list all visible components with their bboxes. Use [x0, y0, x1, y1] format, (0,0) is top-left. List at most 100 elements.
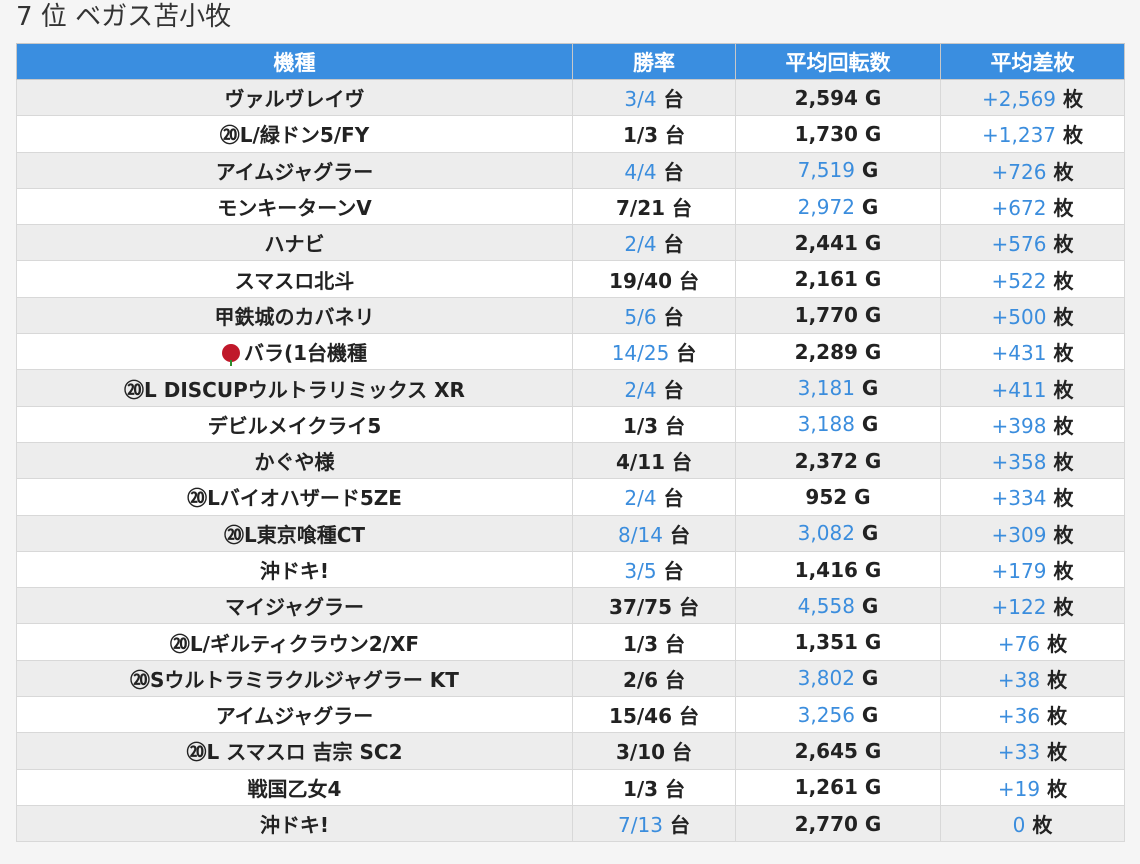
unit-label: 台 — [663, 87, 684, 112]
avg-spins-value: 2,770 — [794, 811, 858, 836]
table-row[interactable]: デビルメイクライ5 1/3 台 3,188 G +398 枚 — [16, 405, 1125, 443]
unit-label: 枚 — [1053, 268, 1074, 293]
avg-diff-value: +38 — [997, 667, 1041, 692]
model-name: バラ(1台機種 — [243, 341, 368, 366]
avg-diff-cell: +33 枚 — [940, 732, 1125, 770]
unit-label: 台 — [676, 341, 697, 366]
win-rate-cell: 3/10 台 — [572, 732, 736, 770]
avg-spins-value: 1,261 — [794, 775, 858, 800]
avg-diff-value: +2,569 — [982, 87, 1057, 112]
model-name: ⑳L東京喰種CT — [223, 522, 366, 547]
model-cell[interactable]: ⑳L スマスロ 吉宗 SC2 — [16, 732, 573, 770]
model-cell[interactable]: ⑳L東京喰種CT — [16, 514, 573, 552]
model-cell[interactable]: 沖ドキ! — [16, 804, 573, 843]
column-header-model[interactable]: 機種 — [16, 43, 573, 80]
table-row[interactable]: スマスロ北斗 19/40 台 2,161 G +522 枚 — [16, 260, 1125, 298]
table-row[interactable]: かぐや様 4/11 台 2,372 G +358 枚 — [16, 441, 1125, 480]
table-row[interactable]: ハナビ 2/4 台 2,441 G +576 枚 — [16, 224, 1125, 262]
model-cell[interactable]: ⑳L/ギルティクラウン2/XF — [16, 623, 573, 661]
table-row[interactable]: バラ(1台機種 14/25 台 2,289 G +431 枚 — [16, 333, 1125, 371]
table-row[interactable]: ⑳L/ギルティクラウン2/XF 1/3 台 1,351 G +76 枚 — [16, 623, 1125, 661]
column-header-avg-diff[interactable]: 平均差枚 — [940, 43, 1125, 80]
table-row[interactable]: ⑳Lバイオハザード5ZE 2/4 台 952 G +334 枚 — [16, 478, 1125, 516]
model-cell[interactable]: モンキーターンV — [16, 187, 573, 226]
unit-label: 台 — [665, 413, 686, 438]
win-rate-cell: 1/3 台 — [572, 115, 736, 153]
win-rate-value: 14/25 — [611, 341, 670, 366]
model-name: ⑳L DISCUPウルトラリミックス XR — [124, 377, 465, 402]
table-row[interactable]: マイジャグラー 37/75 台 4,558 G +122 枚 — [16, 587, 1125, 625]
model-cell[interactable]: アイムジャグラー — [16, 696, 573, 734]
unit-label: 枚 — [1053, 559, 1074, 583]
table-row[interactable]: ⑳L/緑ドン5/FY 1/3 台 1,730 G +1,237 枚 — [16, 115, 1125, 153]
table-row[interactable]: アイムジャグラー 15/46 台 3,256 G +36 枚 — [16, 696, 1125, 734]
avg-diff-value: +431 — [991, 341, 1047, 366]
model-cell[interactable]: ⑳Sウルトラミラクルジャグラー KT — [16, 659, 573, 698]
model-cell[interactable]: ⑳L/緑ドン5/FY — [16, 115, 573, 153]
avg-spins-value: 1,351 — [794, 630, 858, 655]
table-row[interactable]: ⑳Sウルトラミラクルジャグラー KT 2/6 台 3,802 G +38 枚 — [16, 659, 1125, 698]
avg-diff-cell: +334 枚 — [940, 478, 1125, 516]
unit-label: G — [864, 230, 882, 255]
avg-diff-cell: +38 枚 — [940, 659, 1125, 698]
win-rate-cell: 1/3 台 — [572, 405, 736, 443]
avg-spins-value: 3,256 — [797, 702, 855, 727]
table-row[interactable]: ⑳L DISCUPウルトラリミックス XR 2/4 台 3,181 G +411 枚 — [16, 369, 1125, 407]
avg-diff-value: +334 — [991, 486, 1047, 511]
table-row[interactable]: 沖ドキ! 3/5 台 1,416 G +179 枚 — [16, 550, 1125, 589]
model-name: 戦国乙女4 — [247, 776, 342, 801]
win-rate-value: 1/3 — [622, 776, 659, 801]
model-name: アイムジャグラー — [215, 159, 374, 184]
unit-label: 枚 — [1047, 631, 1068, 656]
unit-label: G — [864, 267, 882, 292]
avg-spins-cell: 2,372 G — [735, 441, 941, 480]
model-cell[interactable]: かぐや様 — [16, 441, 573, 480]
unit-label: 枚 — [1053, 377, 1074, 402]
win-rate-cell: 4/4 台 — [572, 151, 736, 189]
table-row[interactable]: 戦国乙女4 1/3 台 1,261 G +19 枚 — [16, 768, 1125, 806]
win-rate-value: 3/10 — [615, 740, 666, 765]
model-cell[interactable]: ⑳Lバイオハザード5ZE — [16, 478, 573, 516]
avg-diff-value: 0 — [1012, 813, 1026, 838]
model-cell[interactable]: ヴァルヴレイヴ — [16, 78, 573, 117]
model-name: デビルメイクライ5 — [207, 413, 382, 438]
unit-label: 台 — [665, 123, 686, 148]
win-rate-value: 1/3 — [622, 413, 659, 438]
table-row[interactable]: モンキーターンV 7/21 台 2,972 G +672 枚 — [16, 187, 1125, 226]
unit-label: 枚 — [1053, 232, 1074, 257]
avg-diff-value: +1,237 — [982, 123, 1057, 148]
model-cell[interactable]: 沖ドキ! — [16, 550, 573, 589]
model-cell[interactable]: 戦国乙女4 — [16, 768, 573, 806]
avg-spins-value: 7,519 — [797, 158, 855, 183]
model-cell[interactable]: デビルメイクライ5 — [16, 405, 573, 443]
table-row[interactable]: 甲鉄城のカバネリ 5/6 台 1,770 G +500 枚 — [16, 296, 1125, 335]
win-rate-cell: 3/4 台 — [572, 78, 736, 117]
unit-label: 台 — [669, 522, 690, 547]
table-row[interactable]: アイムジャグラー 4/4 台 7,519 G +726 枚 — [16, 151, 1125, 189]
avg-spins-value: 3,082 — [797, 521, 855, 546]
avg-spins-cell: 2,972 G — [735, 187, 941, 226]
avg-spins-cell: 3,082 G — [735, 514, 941, 552]
unit-label: G — [864, 121, 882, 146]
column-header-win-rate[interactable]: 勝率 — [572, 43, 736, 80]
model-cell[interactable]: ハナビ — [16, 224, 573, 262]
avg-diff-value: +576 — [991, 232, 1047, 257]
win-rate-cell: 4/11 台 — [572, 441, 736, 480]
avg-spins-cell: 2,645 G — [735, 732, 941, 770]
model-cell[interactable]: バラ(1台機種 — [16, 333, 573, 371]
model-cell[interactable]: スマスロ北斗 — [16, 260, 573, 298]
model-cell[interactable]: ⑳L DISCUPウルトラリミックス XR — [16, 369, 573, 407]
column-header-avg-spins[interactable]: 平均回転数 — [735, 43, 941, 80]
model-name: アイムジャグラー — [215, 704, 374, 729]
win-rate-value: 7/13 — [618, 813, 663, 838]
table-row[interactable]: ⑳L スマスロ 吉宗 SC2 3/10 台 2,645 G +33 枚 — [16, 732, 1125, 770]
avg-diff-cell: +1,237 枚 — [940, 115, 1125, 153]
avg-spins-cell: 1,770 G — [735, 296, 941, 335]
table-row[interactable]: ヴァルヴレイヴ 3/4 台 2,594 G +2,569 枚 — [16, 78, 1125, 117]
win-rate-cell: 5/6 台 — [572, 296, 736, 335]
model-cell[interactable]: マイジャグラー — [16, 587, 573, 625]
model-cell[interactable]: 甲鉄城のカバネリ — [16, 296, 573, 335]
table-row[interactable]: ⑳L東京喰種CT 8/14 台 3,082 G +309 枚 — [16, 514, 1125, 552]
model-cell[interactable]: アイムジャグラー — [16, 151, 573, 189]
